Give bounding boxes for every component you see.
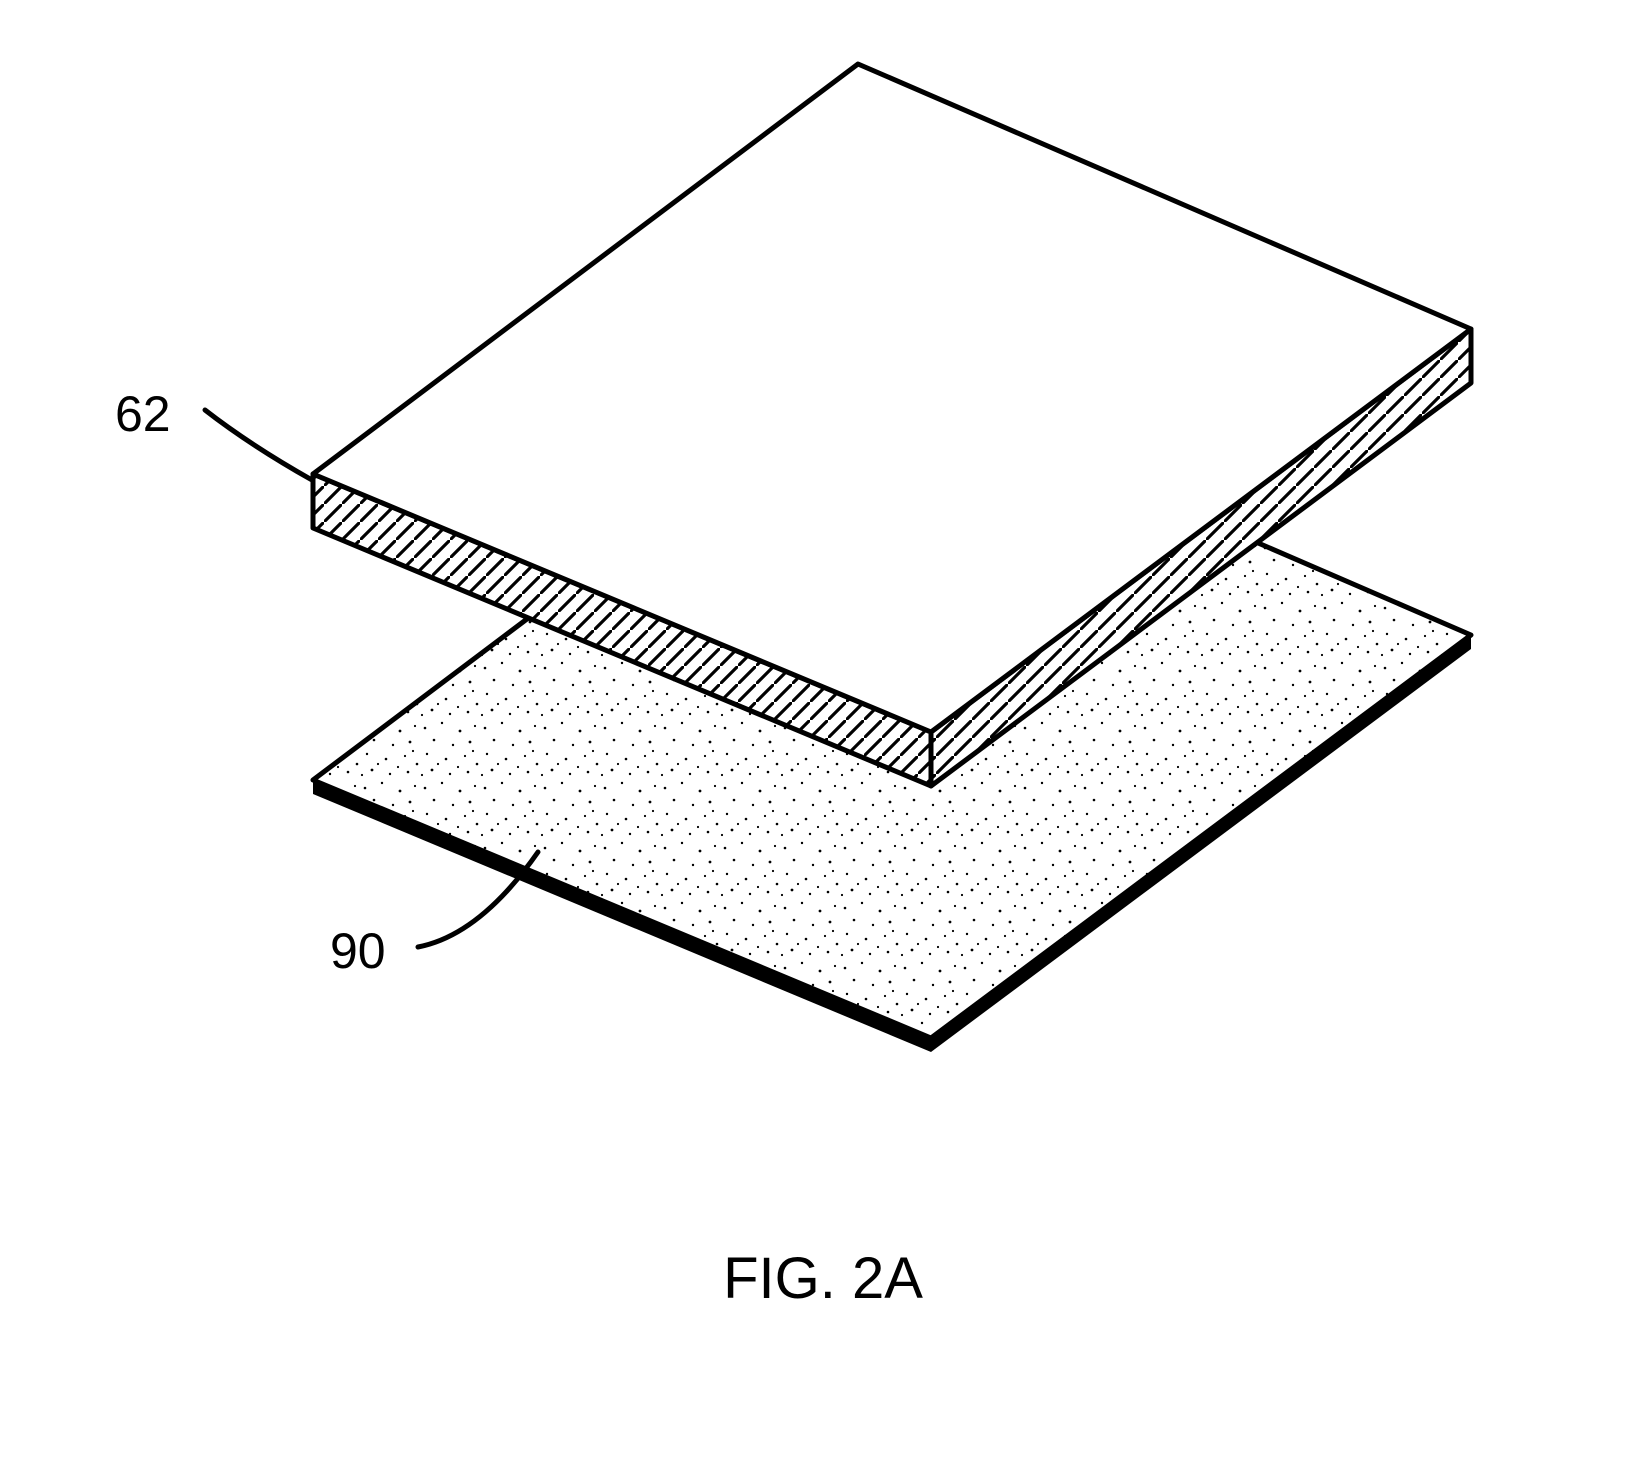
figure-caption: FIG. 2A bbox=[0, 1245, 1646, 1312]
figure-page: 62 90 FIG. 2A bbox=[0, 0, 1646, 1464]
reference-label-90: 90 bbox=[330, 922, 386, 980]
leader-62 bbox=[205, 410, 312, 480]
reference-label-62: 62 bbox=[115, 385, 171, 443]
